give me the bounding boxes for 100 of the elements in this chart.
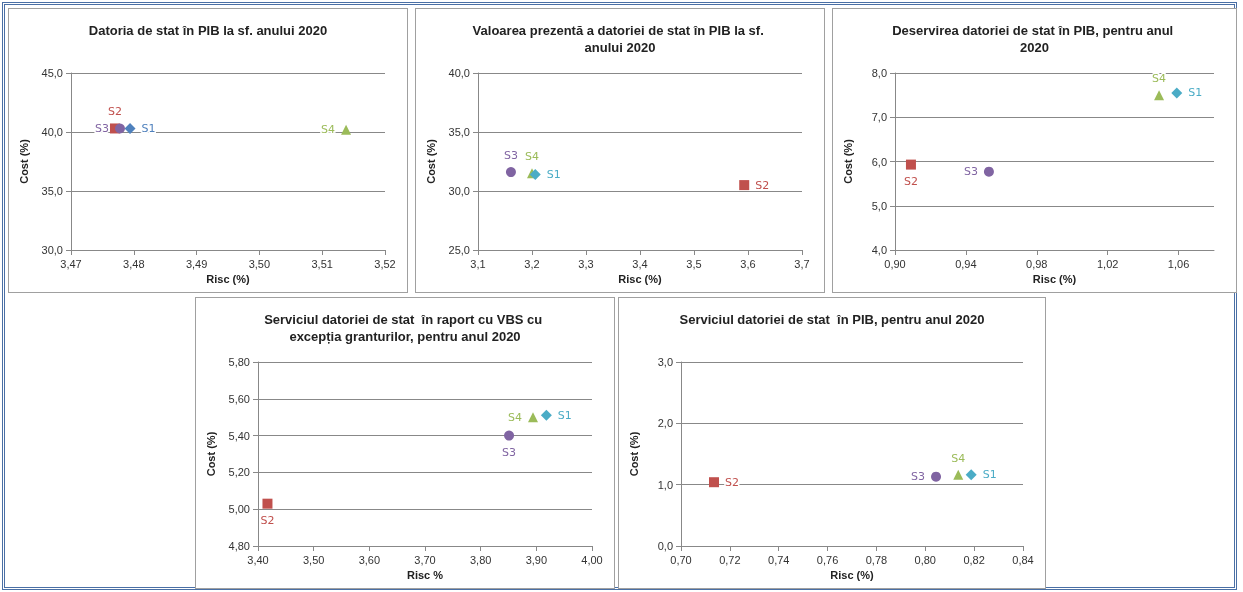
series-label: S1 [546, 167, 561, 181]
x-tick-label: 0,94 [955, 257, 977, 270]
series-label: S3 [911, 470, 926, 484]
x-tick-label: 0,78 [865, 553, 888, 566]
series-label: S3 [502, 445, 517, 459]
point [983, 166, 994, 177]
y-tick-label: 5,20 [228, 466, 250, 479]
point [739, 180, 750, 191]
x-tick-label: 3,90 [525, 553, 548, 566]
series-label: S2 [107, 105, 122, 119]
series-label: S1 [982, 468, 997, 482]
series-label: S1 [557, 408, 572, 422]
y-axis-title: Cost (%) [424, 138, 437, 184]
x-tick-label: 1,02 [1096, 257, 1119, 270]
x-tick-label: 0,98 [1026, 257, 1048, 270]
series-label: S2 [755, 178, 770, 192]
series-label: S3 [963, 165, 978, 179]
y-tick-label: 7,0 [871, 111, 887, 124]
y-axis-title: Cost (%) [627, 431, 640, 477]
y-tick-label: 30,0 [448, 185, 470, 197]
chart-title: Serviciul datoriei de stat în PIB, pentru anul 2020 [679, 312, 985, 327]
x-axis-title: Risc % [406, 569, 444, 582]
point [529, 168, 541, 180]
x-tick-label: 0,84 [1012, 553, 1034, 566]
x-tick-label: 3,50 [302, 553, 325, 566]
series-label: S3 [503, 149, 518, 163]
x-tick-label: 3,7 [794, 257, 810, 270]
y-tick-label: 25,0 [448, 244, 470, 256]
x-axis-title: Risc (%) [1032, 273, 1077, 286]
x-tick-label: 0,90 [884, 257, 906, 270]
y-tick-label: 4,80 [228, 540, 250, 552]
y-tick-label: 3,0 [657, 356, 673, 368]
x-tick-label: 3,52 [374, 257, 396, 270]
point [1154, 90, 1165, 101]
series-label: S3 [95, 121, 109, 135]
y-tick-label: 5,60 [228, 392, 250, 405]
x-tick-label: 3,6 [740, 257, 756, 270]
point [504, 430, 515, 441]
x-axis-title: Risc (%) [830, 569, 875, 582]
x-tick-label: 3,40 [247, 553, 269, 566]
y-tick-label: 1,0 [657, 478, 673, 491]
series-label: S4 [525, 150, 539, 164]
chart-title: Deservirea datoriei de stat în PIB, pentru anul 2020 [892, 23, 1177, 55]
point [905, 159, 916, 170]
point [527, 412, 538, 423]
x-tick-label: 4,00 [581, 553, 603, 566]
x-tick-label: 3,80 [469, 553, 492, 566]
x-tick-label: 1,06 [1167, 257, 1190, 270]
x-axis-title: Risc (%) [618, 273, 663, 286]
x-tick-label: 3,70 [414, 553, 436, 566]
x-tick-label: 3,2 [524, 257, 540, 270]
series-label: S1 [1188, 86, 1203, 100]
x-tick-label: 0,70 [670, 553, 692, 566]
x-tick-label: 3,49 [185, 257, 208, 270]
point [1171, 87, 1183, 99]
chart-title: Valoarea prezentă a datoriei de stat în PIB la sf. anului 2020 [472, 23, 768, 55]
x-axis-title: Risc (%) [206, 273, 251, 286]
y-tick-label: 45,0 [41, 67, 63, 79]
chart-title: Datoria de stat în PIB la sf. anului 2020 [88, 23, 328, 38]
series-label: S4 [1152, 72, 1167, 86]
x-tick-label: 3,51 [311, 257, 333, 270]
series-label: S1 [141, 121, 156, 135]
y-tick-label: 4,0 [871, 244, 887, 256]
series-label: S2 [903, 174, 918, 188]
x-tick-label: 3,60 [358, 553, 381, 566]
y-tick-label: 35,0 [41, 185, 63, 197]
point [505, 167, 516, 178]
x-tick-label: 3,4 [632, 257, 648, 270]
x-tick-label: 3,3 [578, 257, 594, 270]
y-tick-label: 0,0 [657, 540, 673, 552]
y-tick-label: 2,0 [657, 417, 673, 430]
y-axis-title: Cost (%) [204, 431, 217, 477]
series-label: S4 [508, 410, 522, 424]
y-axis-title: Cost (%) [17, 138, 30, 184]
series-label: S2 [260, 513, 275, 527]
x-tick-label: 3,48 [123, 257, 145, 270]
y-tick-label: 40,0 [41, 126, 63, 138]
y-tick-label: 5,80 [228, 356, 250, 368]
x-tick-label: 3,47 [60, 257, 82, 270]
x-tick-label: 3,5 [686, 257, 702, 270]
y-tick-label: 5,00 [228, 503, 250, 516]
y-tick-label: 6,0 [871, 155, 887, 168]
y-tick-label: 30,0 [41, 244, 63, 256]
y-tick-label: 5,0 [871, 199, 887, 212]
x-tick-label: 0,74 [768, 553, 790, 566]
x-tick-label: 0,72 [719, 553, 741, 566]
y-tick-label: 8,0 [871, 67, 887, 79]
chart-title: Serviciul datoriei de stat în raport cu VBS cu excepția granturilor, pentru anul 2020 [264, 312, 546, 344]
point [262, 498, 273, 509]
x-tick-label: 3,1 [470, 257, 486, 270]
y-axis-title: Cost (%) [841, 138, 854, 184]
x-tick-label: 3,50 [248, 257, 271, 270]
x-tick-label: 0,80 [914, 553, 936, 566]
point [540, 409, 552, 421]
y-tick-label: 40,0 [448, 67, 470, 79]
y-tick-label: 35,0 [448, 126, 470, 138]
x-tick-label: 0,82 [963, 553, 985, 566]
series-label: S4 [951, 451, 966, 465]
x-tick-label: 0,76 [816, 553, 839, 566]
y-tick-label: 5,40 [228, 429, 250, 442]
